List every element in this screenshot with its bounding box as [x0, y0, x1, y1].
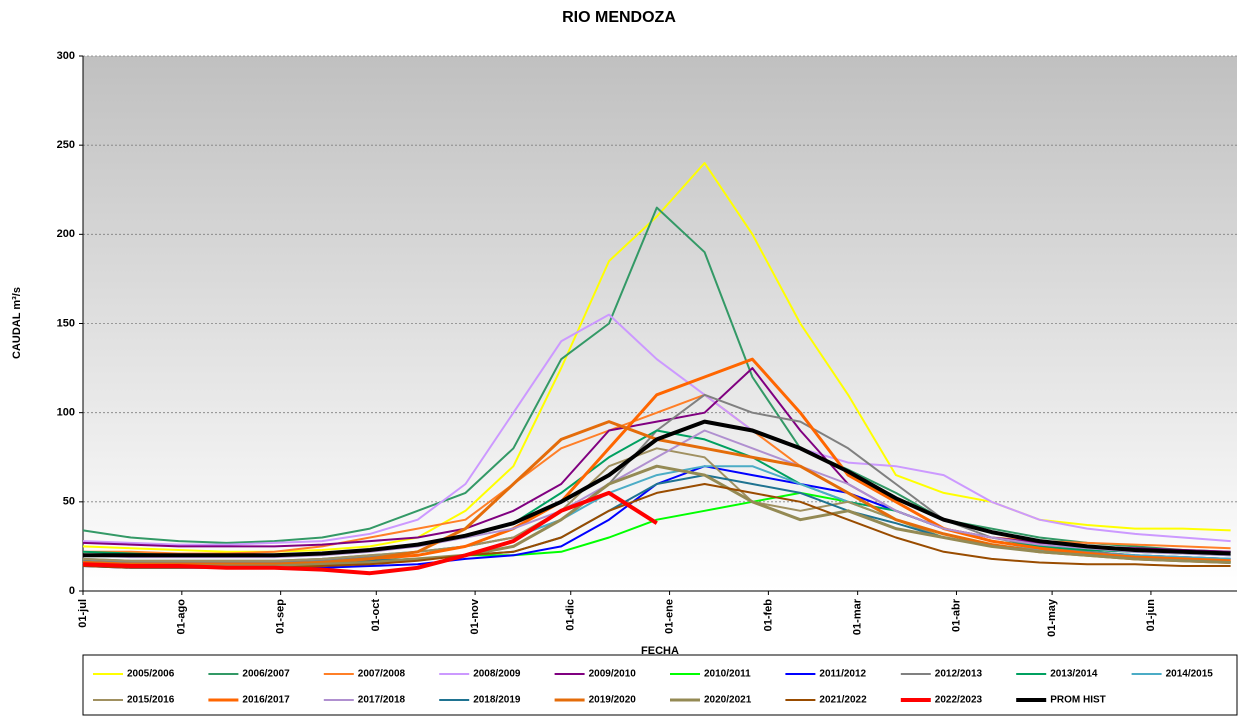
legend-label: 2013/2014 [1050, 669, 1098, 680]
y-tick-label: 250 [57, 139, 75, 151]
x-tick-label: 01-sep [275, 599, 287, 634]
y-tick-label: 100 [57, 407, 75, 419]
x-tick-label: 01-may [1046, 598, 1058, 637]
x-tick-label: 01-abr [950, 598, 962, 632]
y-tick-label: 50 [63, 496, 75, 508]
legend-label: 2017/2018 [358, 695, 406, 706]
series-line [82, 313, 1231, 546]
y-axis-label: CAUDAL m³/s [11, 287, 23, 359]
x-tick-label: 01-jun [1145, 599, 1157, 632]
x-tick-label: 01-jul [77, 599, 89, 628]
legend-label: 2005/2006 [127, 669, 175, 680]
legend-box [82, 654, 1238, 716]
x-tick-label: 01-ene [663, 599, 675, 634]
legend-label: 2019/2020 [589, 695, 637, 706]
legend-label: 2008/2009 [473, 669, 521, 680]
x-tick-label: 01-dic [565, 599, 577, 631]
legend-label: 2010/2011 [704, 669, 751, 680]
series-line [82, 490, 658, 576]
legend-label: 2020/2021 [704, 695, 752, 706]
legend-label: 2011/2012 [819, 669, 866, 680]
legend-label: 2022/2023 [935, 695, 983, 706]
legend-label: 2021/2022 [819, 695, 867, 706]
x-tick-label: 01-mar [852, 598, 864, 635]
legend-label: 2016/2017 [242, 695, 290, 706]
y-tick-label: 200 [57, 228, 75, 240]
legend-label: 2014/2015 [1166, 669, 1214, 680]
x-tick-label: 01-ago [176, 599, 188, 635]
legend-label: 2009/2010 [589, 669, 637, 680]
y-tick-label: 150 [57, 317, 75, 329]
x-tick-label: 01-feb [762, 599, 774, 632]
x-tick-label: 01-nov [469, 598, 481, 634]
x-tick-label: 01-oct [370, 599, 382, 632]
chart-title: RIO MENDOZA [562, 9, 676, 26]
series-line [83, 419, 1231, 558]
legend-label: 2018/2019 [473, 695, 521, 706]
y-tick-label: 300 [57, 50, 75, 62]
legend-label: 2012/2013 [935, 669, 983, 680]
y-tick-label: 0 [69, 585, 75, 597]
legend-label: 2015/2016 [127, 695, 175, 706]
legend-label: 2006/2007 [242, 669, 290, 680]
x-axis-label: FECHA [641, 645, 679, 657]
legend-label: PROM HIST [1050, 695, 1106, 706]
series-line [82, 206, 1231, 553]
legend-label: 2007/2008 [358, 669, 406, 680]
